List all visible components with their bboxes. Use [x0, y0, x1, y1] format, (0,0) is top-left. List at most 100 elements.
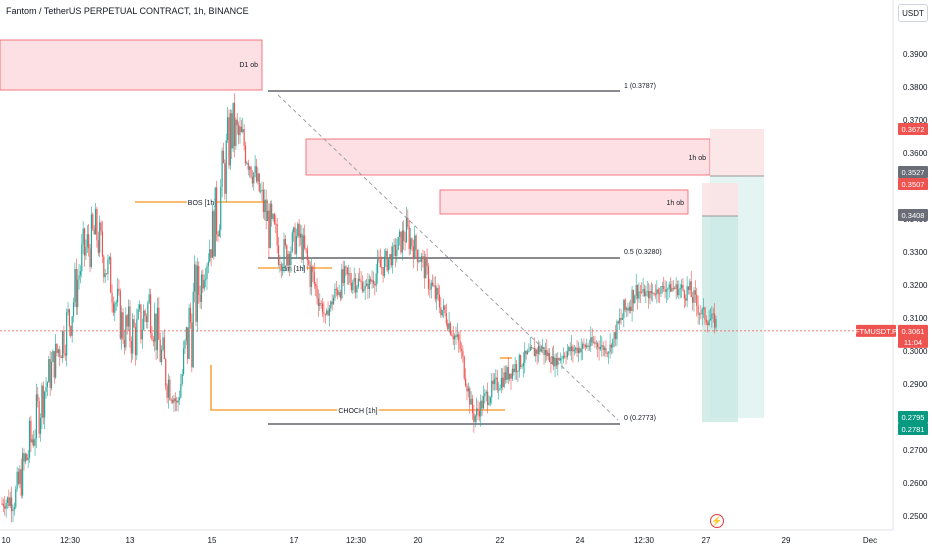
- candle-body: [304, 235, 306, 249]
- x-tick-label: 24: [576, 536, 585, 545]
- candle-body: [221, 150, 223, 188]
- candle-body: [166, 386, 168, 398]
- candle-body: [705, 320, 707, 323]
- candle-body: [374, 284, 376, 286]
- candle-body: [6, 497, 9, 503]
- candle-body: [370, 279, 372, 282]
- candle-body: [403, 230, 405, 242]
- candle-body: [24, 454, 26, 462]
- candle-body: [562, 355, 564, 359]
- candle-body: [714, 313, 716, 328]
- candle-body: [603, 347, 606, 350]
- candle-body: [246, 162, 248, 164]
- candle-body: [711, 313, 713, 319]
- candle-body: [670, 284, 672, 292]
- candle-body: [445, 313, 447, 324]
- candle-body: [396, 249, 398, 256]
- candle-body: [506, 366, 508, 381]
- candle-body: [378, 259, 380, 261]
- candle-body: [498, 389, 500, 391]
- candle-body: [385, 250, 387, 257]
- candle-body: [22, 453, 24, 496]
- candle-body: [454, 335, 456, 340]
- candle-body: [657, 289, 659, 294]
- candle-body: [458, 334, 460, 342]
- candle-body: [114, 303, 116, 313]
- candle-body: [56, 343, 58, 353]
- candle-body: [636, 285, 639, 299]
- candle-body: [31, 439, 33, 443]
- candle-body: [196, 265, 198, 322]
- candle-body: [12, 509, 14, 512]
- candle-body: [126, 315, 128, 327]
- candle-body: [276, 224, 278, 246]
- candle-body: [81, 244, 83, 272]
- candle-body: [206, 265, 208, 280]
- candle-body: [297, 223, 299, 236]
- candle-body: [214, 187, 216, 257]
- candle-body: [495, 377, 497, 380]
- candle-body: [511, 368, 513, 379]
- x-tick-label: 13: [126, 536, 135, 545]
- order-block-zone: [439, 189, 689, 215]
- candle-body: [99, 222, 101, 253]
- candle-body: [37, 394, 39, 402]
- candle-body: [272, 214, 274, 219]
- lightning-bolt-icon[interactable]: ⚡: [710, 514, 724, 528]
- candle-body: [83, 228, 86, 256]
- candle-body: [617, 321, 619, 324]
- candle-body: [360, 280, 362, 283]
- y-tick-label: 0.3300: [903, 248, 928, 257]
- price-tag-bg: [898, 423, 928, 435]
- candle-body: [503, 372, 505, 387]
- candle-body: [441, 309, 443, 316]
- candle-body: [70, 326, 72, 336]
- candle-body: [588, 346, 591, 347]
- candle-body: [672, 287, 674, 289]
- candle-body: [86, 234, 88, 248]
- candle-body: [398, 231, 401, 238]
- candle-body: [287, 254, 289, 266]
- candle-body: [624, 299, 626, 310]
- candle-body: [528, 350, 530, 352]
- candle-body: [674, 288, 676, 290]
- candle-body: [469, 388, 471, 405]
- symbol-tag: FTMUSDT.P: [855, 327, 897, 336]
- candle-body: [480, 400, 482, 417]
- candle-body: [390, 253, 392, 266]
- candle-body: [443, 305, 445, 310]
- candle-body: [34, 438, 36, 446]
- candle-body: [693, 290, 695, 303]
- fib-label: 1 (0.3787): [624, 83, 656, 90]
- candle-body: [67, 309, 69, 313]
- candle-body: [101, 231, 104, 257]
- candle-body: [151, 333, 153, 340]
- currency-button[interactable]: USDT: [898, 4, 928, 22]
- candle-body: [525, 350, 527, 355]
- candle-body: [243, 129, 245, 146]
- candle-body: [309, 264, 311, 287]
- candle-body: [635, 285, 637, 296]
- candle-body: [5, 502, 7, 509]
- zone-label: D1 ob: [239, 62, 258, 69]
- candle-body: [687, 286, 690, 290]
- candle-body: [78, 275, 80, 280]
- candle-body: [564, 355, 566, 357]
- candle-body: [466, 385, 468, 392]
- candle-body: [330, 301, 332, 309]
- candle-body: [447, 323, 449, 330]
- candle-body: [155, 313, 157, 351]
- candle-body: [284, 239, 286, 246]
- candle-body: [49, 359, 51, 388]
- candle-body: [653, 292, 655, 295]
- candle-body: [301, 233, 303, 260]
- candle-body: [524, 350, 526, 363]
- candle-body: [664, 289, 666, 292]
- price-tag: 0.3408: [902, 211, 925, 220]
- candle-body: [127, 306, 130, 327]
- candle-body: [654, 294, 657, 296]
- candle-body: [338, 292, 340, 295]
- candle-body: [118, 288, 120, 291]
- candle-body: [222, 150, 225, 164]
